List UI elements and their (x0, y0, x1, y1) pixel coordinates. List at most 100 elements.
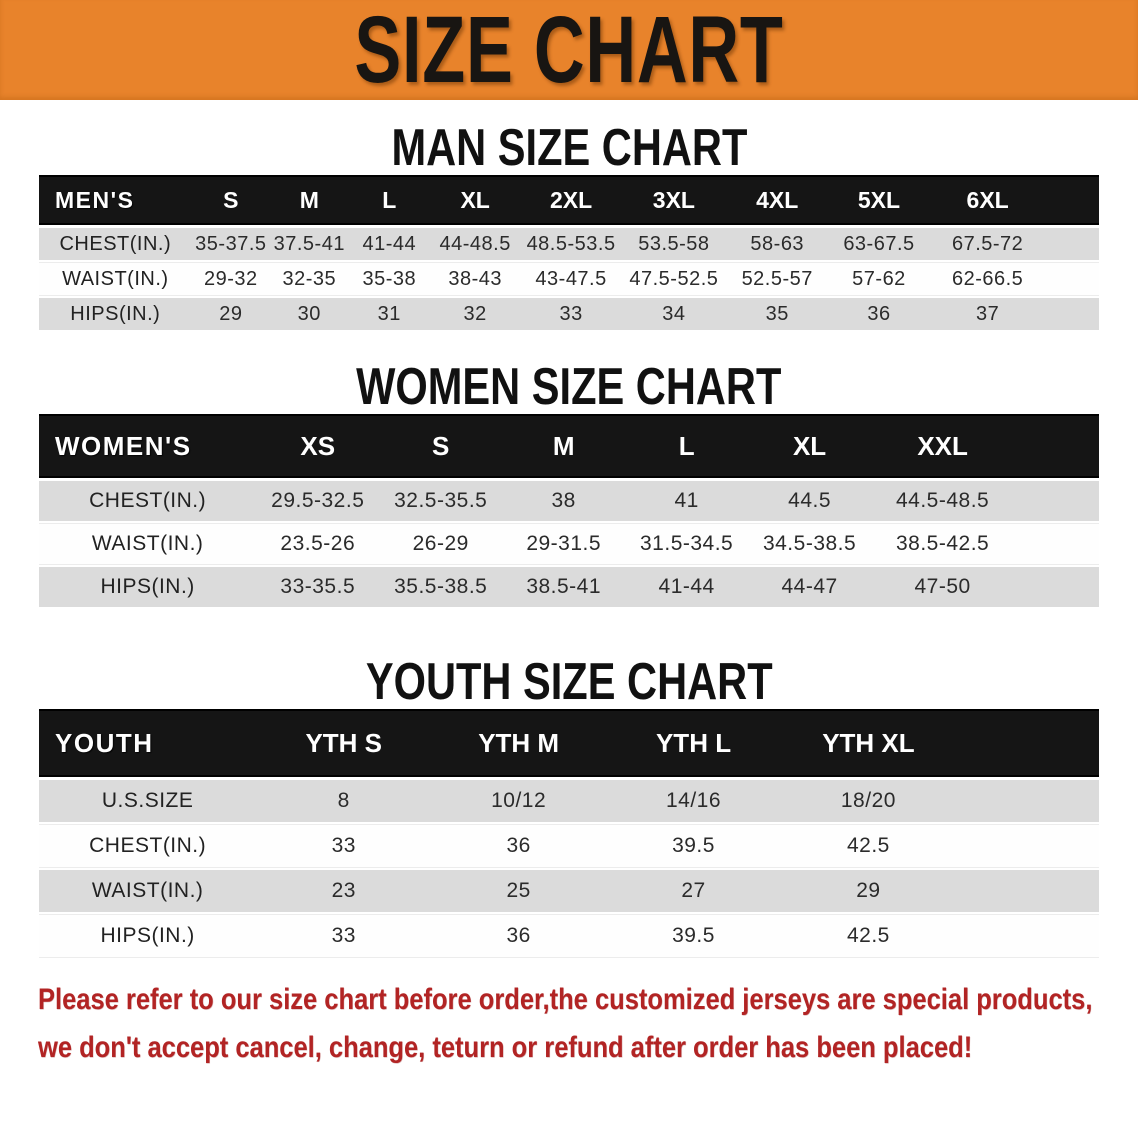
womens-category-label: WOMEN'S (39, 414, 257, 478)
column-header: M (270, 175, 349, 225)
size-cell: 47-50 (871, 567, 1015, 607)
column-header: XL (748, 414, 872, 478)
mens-category-label: MEN'S (39, 175, 192, 225)
size-cell: 27 (606, 870, 781, 912)
spacer-cell (955, 870, 1099, 912)
table-row: CHEST(IN.) 35-37.5 37.5-41 41-44 44-48.5… (39, 228, 1099, 260)
youth-section-heading: YOUTH SIZE CHART (0, 653, 1138, 711)
size-cell: 44-48.5 (430, 228, 521, 260)
column-header: YTH S (256, 709, 432, 777)
column-header: L (625, 414, 749, 478)
spacer-cell (955, 709, 1099, 777)
row-label: WAIST(IN.) (39, 870, 257, 912)
row-label: WAIST(IN.) (39, 263, 192, 295)
size-cell: 37.5-41 (270, 228, 349, 260)
size-cell: 33 (256, 825, 432, 867)
spacer-cell (1014, 481, 1099, 521)
youth-header-row: YOUTH YTH S YTH M YTH L YTH XL (39, 709, 1099, 777)
size-cell: 44.5 (748, 481, 872, 521)
size-cell: 23 (256, 870, 432, 912)
size-cell: 38.5-42.5 (871, 524, 1015, 564)
size-cell: 35.5-38.5 (379, 567, 503, 607)
youth-category-label: YOUTH (39, 709, 257, 777)
spacer-cell (1045, 263, 1099, 295)
column-header: 4XL (725, 175, 829, 225)
man-section-heading: MAN SIZE CHART (0, 119, 1138, 177)
table-row: HIPS(IN.) 33-35.5 35.5-38.5 38.5-41 41-4… (39, 567, 1099, 607)
size-cell: 29.5-32.5 (256, 481, 380, 521)
size-cell: 32-35 (270, 263, 349, 295)
size-cell: 18/20 (780, 780, 956, 822)
size-cell: 36 (431, 825, 607, 867)
spacer-cell (1045, 298, 1099, 330)
size-cell: 30 (270, 298, 349, 330)
spacer-cell (955, 780, 1099, 822)
youth-size-table: YOUTH YTH S YTH M YTH L YTH XL U.S.SIZE … (39, 706, 1099, 960)
row-label: HIPS(IN.) (39, 567, 257, 607)
column-header: YTH M (431, 709, 607, 777)
size-cell: 38.5-41 (502, 567, 626, 607)
women-section-heading: WOMEN SIZE CHART (0, 361, 1138, 413)
man-section-heading-text: MAN SIZE CHART (391, 119, 747, 177)
table-row: WAIST(IN.) 23 25 27 29 (39, 870, 1099, 912)
size-cell: 41 (625, 481, 749, 521)
column-header: YTH XL (780, 709, 956, 777)
table-row: CHEST(IN.) 33 36 39.5 42.5 (39, 825, 1099, 867)
size-cell: 34 (621, 298, 726, 330)
size-cell: 29-32 (191, 263, 271, 295)
size-cell: 33 (520, 298, 622, 330)
womens-header-row: WOMEN'S XS S M L XL XXL (39, 414, 1099, 478)
size-cell: 63-67.5 (828, 228, 930, 260)
size-cell: 47.5-52.5 (621, 263, 726, 295)
size-cell: 41-44 (348, 228, 431, 260)
size-chart-banner: SIZE CHART (0, 0, 1138, 100)
column-header: 3XL (621, 175, 726, 225)
order-notice-line-2: we don't accept cancel, change, teturn o… (38, 1031, 973, 1064)
size-cell: 62-66.5 (929, 263, 1046, 295)
size-cell: 29 (191, 298, 271, 330)
size-cell: 31.5-34.5 (625, 524, 749, 564)
size-cell: 39.5 (606, 825, 781, 867)
order-notice: Please refer to our size chart before or… (38, 976, 1138, 1072)
column-header: 2XL (520, 175, 622, 225)
column-header: S (191, 175, 271, 225)
size-cell: 29-31.5 (502, 524, 626, 564)
table-row: WAIST(IN.) 29-32 32-35 35-38 38-43 43-47… (39, 263, 1099, 295)
size-cell: 26-29 (379, 524, 503, 564)
size-cell: 36 (431, 915, 607, 957)
size-cell: 14/16 (606, 780, 781, 822)
spacer-cell (1014, 414, 1099, 478)
size-cell: 31 (348, 298, 431, 330)
size-cell: 8 (256, 780, 432, 822)
row-label: HIPS(IN.) (39, 298, 192, 330)
column-header: XL (430, 175, 521, 225)
size-cell: 32 (430, 298, 521, 330)
table-row: HIPS(IN.) 33 36 39.5 42.5 (39, 915, 1099, 957)
banner-title: SIZE CHART (354, 0, 784, 103)
column-header: L (348, 175, 431, 225)
column-header: S (379, 414, 503, 478)
column-header: YTH L (606, 709, 781, 777)
size-cell: 33 (256, 915, 432, 957)
column-header: XXL (871, 414, 1015, 478)
size-cell: 35 (725, 298, 829, 330)
table-row: CHEST(IN.) 29.5-32.5 32.5-35.5 38 41 44.… (39, 481, 1099, 521)
size-cell: 44-47 (748, 567, 872, 607)
row-label: HIPS(IN.) (39, 915, 257, 957)
spacer-cell (1014, 524, 1099, 564)
size-cell: 29 (780, 870, 956, 912)
size-cell: 36 (828, 298, 930, 330)
size-cell: 34.5-38.5 (748, 524, 872, 564)
size-cell: 58-63 (725, 228, 829, 260)
size-cell: 38-43 (430, 263, 521, 295)
column-header: XS (256, 414, 380, 478)
size-cell: 52.5-57 (725, 263, 829, 295)
youth-section-heading-text: YOUTH SIZE CHART (365, 653, 773, 711)
column-header: 6XL (929, 175, 1046, 225)
size-cell: 44.5-48.5 (871, 481, 1015, 521)
table-row: HIPS(IN.) 29 30 31 32 33 34 35 36 37 (39, 298, 1099, 330)
spacer-cell (1045, 175, 1099, 225)
size-cell: 10/12 (431, 780, 607, 822)
spacer-cell (955, 915, 1099, 957)
spacer-cell (1045, 228, 1099, 260)
